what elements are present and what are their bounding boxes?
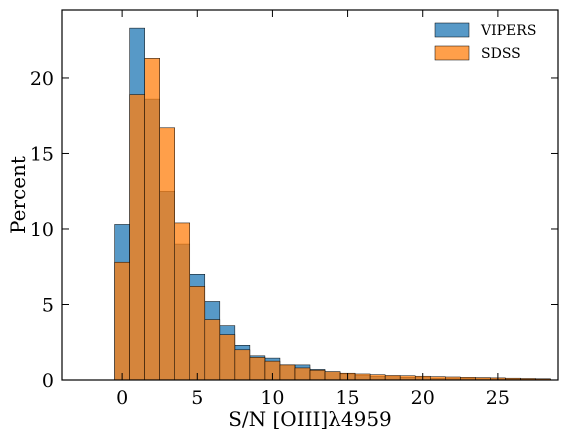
bar-sdss-7: [219, 334, 236, 381]
bar-sdss-5: [189, 286, 206, 381]
legend-swatch-sdss: [434, 45, 470, 61]
y-tick-label: 0: [42, 370, 54, 392]
legend: VIPERS SDSS: [434, 22, 536, 62]
x-tick-label: 20: [411, 387, 435, 409]
bar-sdss-6: [204, 319, 221, 381]
bar-sdss-16: [354, 373, 371, 381]
bar-sdss-9: [249, 357, 266, 381]
x-tick-label: 0: [116, 387, 128, 409]
bar-sdss-12: [294, 367, 311, 381]
y-axis-label: Percent: [6, 156, 30, 234]
x-tick-label: 5: [191, 387, 203, 409]
y-tick-label: 20: [30, 68, 54, 90]
bar-sdss-14: [324, 371, 341, 381]
y-tick-label: 10: [30, 219, 54, 241]
x-tick-label: 15: [335, 387, 359, 409]
bar-sdss-2: [144, 58, 160, 381]
legend-label-sdss: SDSS: [481, 46, 521, 62]
x-axis-label: S/N [OIII]λ4959: [228, 407, 392, 431]
bar-sdss-18: [384, 375, 401, 381]
x-tick-label: 25: [486, 387, 510, 409]
legend-label-vipers: VIPERS: [480, 23, 536, 39]
axes-layer: 0 5 10 15 20 25 0 5 10 15 20: [30, 10, 558, 409]
x-tick-label: 10: [260, 387, 284, 409]
bar-sdss-3: [159, 127, 175, 381]
y-tick-label: 15: [30, 143, 54, 165]
bar-sdss-13: [309, 369, 326, 381]
bar-sdss-17: [369, 374, 386, 381]
bar-sdss-0: [114, 261, 130, 381]
bar-sdss-19: [399, 375, 416, 381]
bar-sdss-1: [129, 94, 145, 381]
y-tick-label: 5: [42, 294, 54, 316]
plot-frame: [61, 9, 559, 381]
bar-sdss-11: [279, 364, 296, 381]
bar-sdss-4: [174, 222, 191, 381]
bars-layer: [114, 27, 551, 381]
legend-swatch-vipers: [434, 22, 470, 38]
bar-sdss-8: [234, 349, 251, 381]
